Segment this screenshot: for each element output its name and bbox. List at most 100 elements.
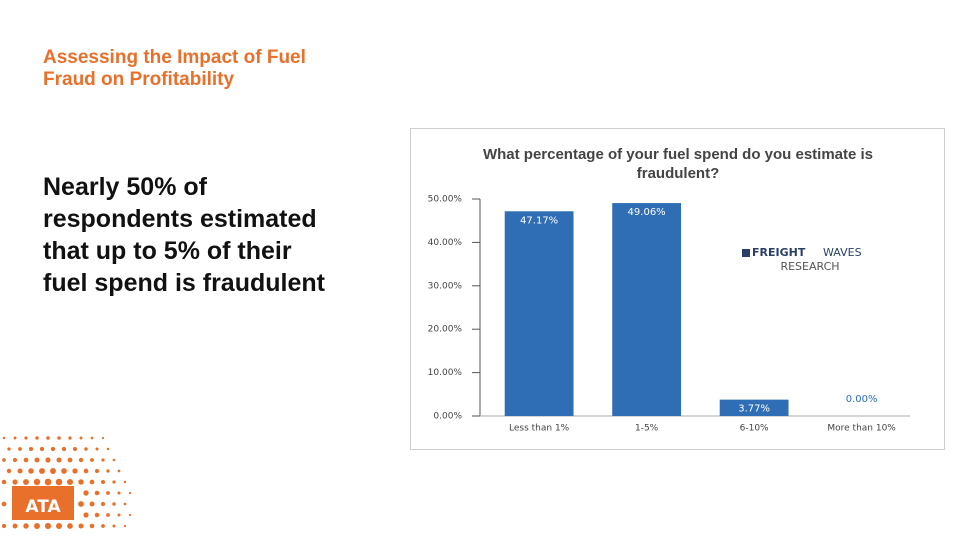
logo-dot: [12, 523, 18, 529]
logo-dot: [90, 458, 94, 462]
logo-dot: [23, 523, 29, 529]
logo-dot: [24, 436, 28, 440]
logo-dot: [67, 523, 73, 529]
logo-dot: [44, 522, 52, 530]
logo-dot: [101, 436, 105, 440]
brand-name: FREIGHT: [752, 246, 806, 259]
logo-dot: [23, 457, 29, 463]
x-tick-label: More than 10%: [827, 424, 896, 434]
logo-dot: [101, 524, 105, 528]
logo-dot: [2, 436, 6, 440]
logo-dot: [78, 523, 84, 529]
brand-logo: FREIGHT WAVES RESEARCH: [742, 246, 862, 273]
logo-dot: [117, 491, 121, 495]
logo-dot: [112, 480, 116, 484]
x-tick-label: 6-10%: [740, 424, 769, 434]
logo-dot: [50, 468, 56, 474]
ata-logo: ATA: [1, 436, 132, 530]
logo-dot: [61, 468, 67, 474]
value-label: 0.00%: [846, 394, 878, 405]
logo-dot: [94, 490, 100, 496]
logo-dot: [128, 491, 132, 495]
logo-dot: [72, 468, 78, 474]
logo-dot: [106, 491, 110, 495]
logo-dot: [23, 479, 29, 485]
logo-dot: [34, 523, 40, 529]
logo-dot: [117, 513, 121, 517]
logo-dot: [84, 447, 88, 451]
logo-dot: [18, 447, 22, 451]
logo-dot: [34, 457, 40, 463]
logo-dot: [12, 479, 18, 485]
logo-dot: [106, 513, 110, 517]
logo-badge: [12, 486, 74, 520]
logo-dot: [13, 436, 17, 440]
logo-dot: [28, 468, 34, 474]
logo-dot: [79, 436, 83, 440]
y-tick-label: 20.00%: [428, 325, 463, 335]
logo-dot: [112, 502, 116, 506]
logo-dot: [106, 447, 110, 451]
y-tick-label: 40.00%: [428, 238, 463, 248]
logo-dot: [35, 436, 39, 440]
logo-dot: [123, 524, 127, 528]
logo-dot: [46, 436, 50, 440]
value-label: 3.77%: [738, 404, 770, 415]
logo-dot: [83, 490, 89, 496]
logo-dot: [89, 501, 95, 507]
chart-title: What percentage of your fuel spend do yo…: [482, 146, 874, 182]
logo-dot: [78, 479, 84, 485]
logo-dot: [44, 478, 52, 486]
y-tick-label: 30.00%: [428, 281, 463, 291]
logo-dot: [78, 501, 84, 507]
logo-dot: [61, 446, 67, 452]
logo-dot: [68, 436, 72, 440]
logo-dot: [17, 468, 23, 474]
logo-dot: [83, 468, 89, 474]
logo-dot: [123, 502, 127, 506]
logo-dot: [89, 523, 95, 529]
logo-dot: [1, 501, 7, 507]
logo-dot: [112, 458, 116, 462]
logo-dot: [123, 480, 127, 484]
slide-body: Nearly 50% of respondents estimated that…: [43, 173, 325, 297]
logo-dot: [50, 446, 56, 452]
logo-dot: [2, 458, 6, 462]
logo-dot: [55, 478, 63, 486]
logo-dot: [39, 446, 45, 452]
logo-dot: [57, 436, 61, 440]
logo-dot: [45, 457, 51, 463]
logo-dot: [7, 447, 11, 451]
logo-dot: [78, 457, 84, 463]
logo-dot: [100, 501, 106, 507]
bar: [612, 203, 682, 416]
logo-dot: [28, 446, 34, 452]
x-tick-label: 1-5%: [635, 424, 659, 434]
logo-dot: [1, 523, 7, 529]
logo-dot: [128, 513, 132, 517]
logo-dot: [39, 468, 45, 474]
value-label: 47.17%: [520, 215, 558, 226]
brand-division: RESEARCH: [780, 260, 839, 273]
bar: [504, 211, 574, 416]
y-tick-label: 50.00%: [428, 195, 463, 205]
logo-dot: [100, 479, 106, 485]
logo-dot: [33, 478, 41, 486]
logo-dot: [106, 469, 110, 473]
logo-dot: [112, 524, 116, 528]
logo-dot: [73, 447, 77, 451]
logo-dot: [101, 458, 105, 462]
slide-title: Assessing the Impact of Fuel Fraud on Pr…: [43, 47, 306, 90]
logo-dot: [90, 436, 94, 440]
logo-dot: [94, 468, 100, 474]
logo-dot: [55, 522, 63, 530]
logo-dot: [66, 478, 74, 486]
logo-dot: [12, 457, 18, 463]
chart-frame: [410, 128, 945, 450]
logo-dot: [67, 457, 73, 463]
logo-dot: [117, 469, 121, 473]
x-tick-label: Less than 1%: [509, 424, 570, 434]
brand-icon: [742, 249, 750, 257]
value-label: 49.06%: [628, 207, 666, 218]
